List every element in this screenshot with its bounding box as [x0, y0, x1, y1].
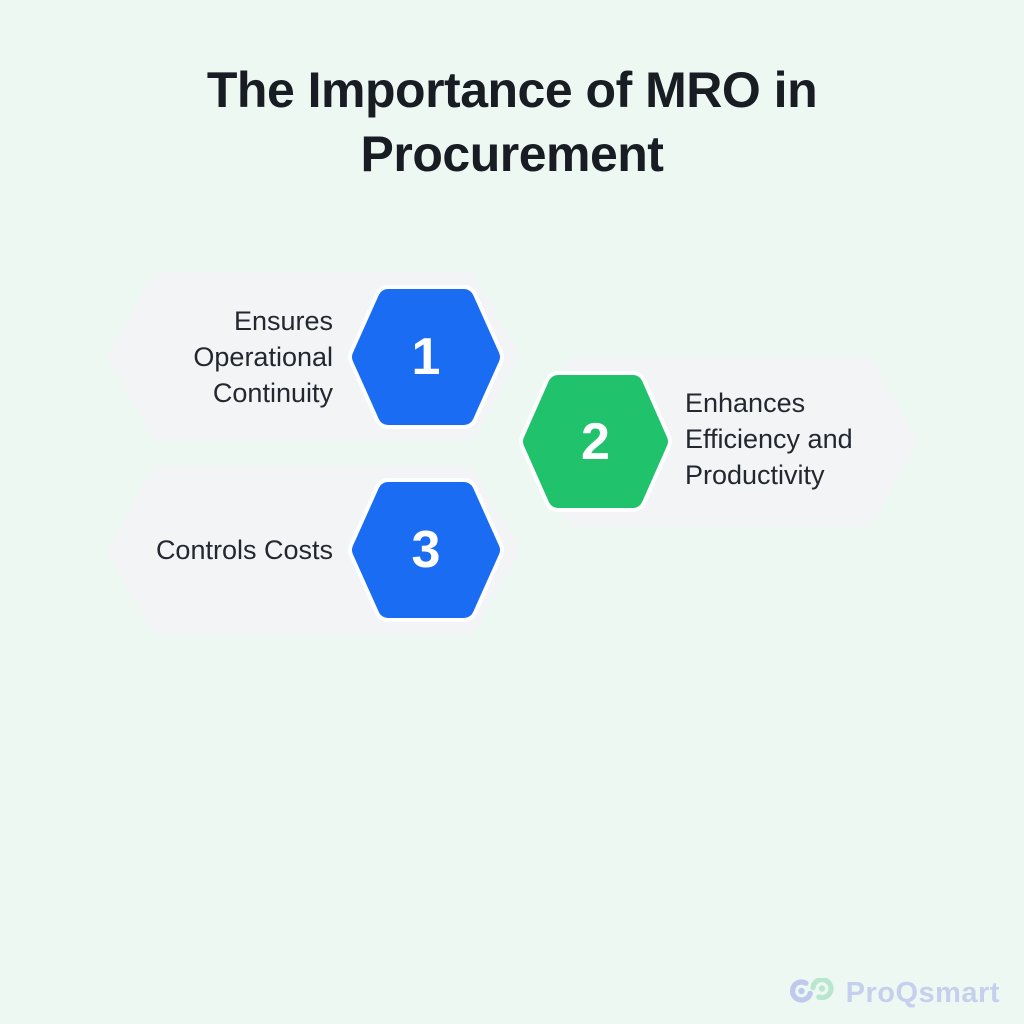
- item-3-number: 3: [411, 521, 441, 579]
- item-2-hexagon: [523, 375, 668, 508]
- page-title: The Importance of MRO in Procurement: [206, 62, 818, 182]
- item-1-number: 1: [411, 328, 441, 386]
- brand-name: ProQsmart: [845, 977, 1000, 1009]
- item-3-hexagon-shape: [348, 478, 504, 622]
- item-3-label: Controls Costs: [155, 535, 333, 565]
- mro-item-1: Ensures Operational Continuity 1: [100, 265, 525, 450]
- proqsmart-logo-icon: [789, 977, 834, 1003]
- item-2-hexagon-shape: [519, 371, 672, 512]
- logo-dot-blue: [797, 987, 805, 994]
- mro-item-3: Controls Costs 3: [100, 460, 525, 640]
- item-2-label: Enhances Efficiency and Productivity: [685, 388, 853, 490]
- item-1-hexagon-shape: [348, 285, 504, 429]
- item-2-number: 2: [581, 412, 610, 471]
- logo-ring-green: [810, 977, 834, 1000]
- brand-footer: ProQsmart: [789, 977, 1000, 1010]
- logo-ring-blue: [789, 978, 813, 1003]
- mro-item-2: Enhances Efficiency and Productivity 2: [519, 350, 923, 535]
- item-3-hexagon: [352, 482, 500, 618]
- item-1-label: Ensures Operational Continuity: [193, 306, 333, 408]
- logo-dot-green: [818, 984, 825, 992]
- item-1-hexagon: [352, 289, 500, 425]
